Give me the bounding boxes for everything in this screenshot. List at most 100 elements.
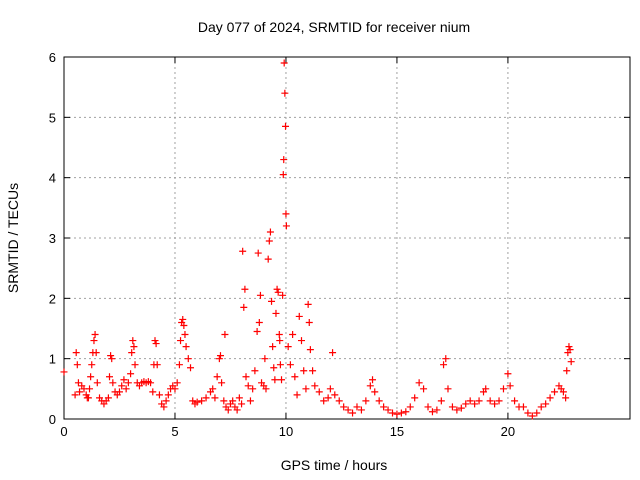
data-point xyxy=(108,355,116,363)
data-point xyxy=(218,379,226,387)
data-point xyxy=(109,379,117,387)
data-point xyxy=(177,337,185,345)
data-point xyxy=(565,343,573,351)
data-point xyxy=(162,397,170,405)
data-point xyxy=(366,382,374,390)
data-point xyxy=(420,385,428,393)
data-point xyxy=(279,171,287,179)
data-point xyxy=(563,367,571,375)
data-point xyxy=(415,379,423,387)
data-point xyxy=(295,312,303,320)
data-point xyxy=(93,379,101,387)
data-point xyxy=(164,391,172,399)
data-point xyxy=(74,379,82,387)
data-point xyxy=(268,297,276,305)
data-point xyxy=(275,331,283,339)
data-point xyxy=(254,249,262,257)
data-point xyxy=(88,361,96,369)
data-point xyxy=(262,385,270,393)
data-point xyxy=(424,403,432,411)
data-point xyxy=(240,303,248,311)
data-point xyxy=(284,343,292,351)
x-tick-label: 20 xyxy=(501,424,515,439)
y-tick-label: 5 xyxy=(49,110,56,125)
data-point xyxy=(71,391,79,399)
data-point xyxy=(448,403,456,411)
data-point xyxy=(238,400,246,408)
data-point xyxy=(151,337,159,345)
data-point xyxy=(440,361,448,369)
data-point xyxy=(239,247,247,255)
data-point xyxy=(315,388,323,396)
data-point xyxy=(442,355,450,363)
data-point xyxy=(216,352,224,360)
data-point xyxy=(559,388,567,396)
y-tick-label: 0 xyxy=(49,412,56,427)
data-point xyxy=(256,291,264,299)
data-point xyxy=(302,385,310,393)
data-point xyxy=(280,59,288,67)
data-point xyxy=(309,367,317,375)
data-point xyxy=(187,364,195,372)
data-point xyxy=(92,349,100,357)
data-point xyxy=(73,361,81,369)
data-point xyxy=(173,379,181,387)
data-point xyxy=(155,391,163,399)
data-point xyxy=(282,210,290,218)
data-point xyxy=(273,285,281,293)
data-point xyxy=(306,346,314,354)
data-point xyxy=(127,370,135,378)
data-point xyxy=(224,406,232,414)
chart-title: Day 077 of 2024, SRMTID for receiver niu… xyxy=(198,19,470,35)
data-point xyxy=(269,343,277,351)
data-point xyxy=(499,385,507,393)
data-point xyxy=(255,318,263,326)
data-point xyxy=(375,397,383,405)
data-point xyxy=(280,156,288,164)
data-point xyxy=(289,331,297,339)
data-point xyxy=(130,343,138,351)
data-point xyxy=(152,340,160,348)
data-point xyxy=(433,406,441,414)
x-tick-label: 10 xyxy=(279,424,293,439)
data-point xyxy=(528,412,536,420)
data-point xyxy=(380,403,388,411)
y-tick-label: 4 xyxy=(49,171,56,186)
data-point xyxy=(229,397,237,405)
data-point xyxy=(115,388,123,396)
data-point xyxy=(444,385,452,393)
data-point xyxy=(84,394,92,402)
data-point xyxy=(244,382,252,390)
data-point xyxy=(457,404,465,412)
data-point xyxy=(278,376,286,384)
data-point xyxy=(326,385,334,393)
data-point xyxy=(181,331,189,339)
data-point xyxy=(389,409,397,417)
data-point xyxy=(504,370,512,378)
data-point xyxy=(179,315,187,323)
data-point xyxy=(235,394,243,402)
data-point xyxy=(147,379,155,387)
data-point xyxy=(286,361,294,369)
data-point xyxy=(511,397,519,405)
data-point xyxy=(120,376,128,384)
data-point xyxy=(149,388,157,396)
data-point xyxy=(272,309,280,317)
data-point xyxy=(264,255,272,263)
data-point xyxy=(397,409,405,417)
data-point xyxy=(251,367,259,375)
data-point xyxy=(567,358,575,366)
data-point xyxy=(293,391,301,399)
data-point xyxy=(87,373,95,381)
data-point xyxy=(124,379,132,387)
data-point xyxy=(340,403,348,411)
data-point xyxy=(202,394,210,402)
data-point xyxy=(209,385,217,393)
data-point xyxy=(241,285,249,293)
data-point xyxy=(542,400,550,408)
data-point xyxy=(233,406,241,414)
data-point xyxy=(537,403,545,411)
data-point xyxy=(533,409,541,417)
data-point xyxy=(91,331,99,339)
